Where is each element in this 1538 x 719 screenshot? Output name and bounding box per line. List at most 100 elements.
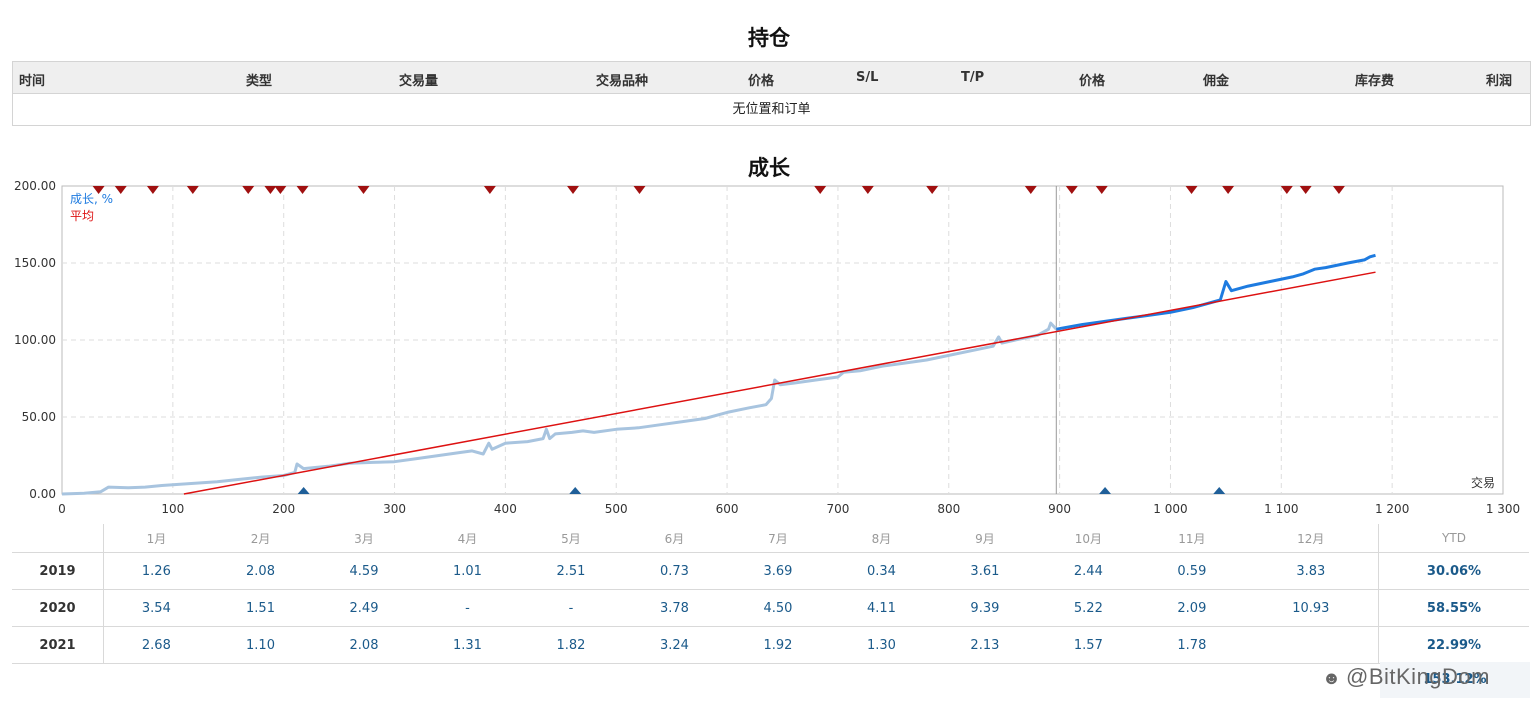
x-tick-label: 1 100 [1264, 502, 1298, 516]
x-tick-label: 400 [494, 502, 517, 516]
col-swap: 库存费 [1355, 74, 1395, 89]
month-value: 0.34 [829, 552, 934, 590]
trade-marker-top [264, 186, 277, 194]
x-tick-label: 100 [161, 502, 184, 516]
y-tick-label: 200.00 [14, 179, 56, 193]
month-value: - [519, 589, 623, 627]
month-value: 10.93 [1243, 589, 1379, 627]
watermark-text: @BitKingDom [1346, 664, 1490, 689]
month-value: 1.31 [415, 626, 520, 664]
positions-title: 持仓 [748, 26, 790, 50]
trade-marker-top [92, 186, 105, 194]
trade-marker-top [926, 186, 939, 194]
month-value: 3.54 [103, 589, 209, 627]
month-header: 3月 [312, 524, 416, 553]
trade-marker-top [1280, 186, 1293, 194]
month-value: 2.09 [1140, 589, 1244, 627]
growth-title: 成长 [748, 156, 790, 180]
growth-history-line [61, 321, 1058, 496]
col-type: 类型 [246, 74, 273, 89]
trade-marker-bottom [1213, 487, 1226, 494]
trade-marker-top [1095, 186, 1108, 194]
average-line [183, 271, 1376, 495]
month-value: 2.08 [208, 552, 313, 590]
trade-marker-top [861, 186, 874, 194]
monthly-returns-table: 1月 2月 3月 4月 5月 6月 7月 8月 9月 10月 11月 12月 Y… [12, 524, 1529, 664]
month-value: 2.68 [103, 626, 209, 664]
year-header-cell [12, 524, 104, 553]
month-header: 2月 [208, 524, 313, 553]
trade-marker-top [633, 186, 646, 194]
month-value: 0.73 [622, 552, 727, 590]
month-value: 1.26 [103, 552, 209, 590]
trade-marker-top [1299, 186, 1312, 194]
month-header: 1月 [103, 524, 209, 553]
y-tick-label: 150.00 [14, 256, 56, 270]
month-header: 9月 [933, 524, 1037, 553]
trade-marker-top [483, 186, 496, 194]
y-tick-label: 50.00 [22, 410, 56, 424]
month-value: 1.92 [726, 626, 830, 664]
x-tick-label: 1 000 [1153, 502, 1187, 516]
trade-marker-top [1065, 186, 1078, 194]
wechat-icon: ☻ [1322, 668, 1342, 688]
col-symbol: 交易品种 [596, 74, 649, 89]
month-header: 12月 [1243, 524, 1379, 553]
x-tick-label: 600 [716, 502, 739, 516]
year-row-2020: 2020 3.54 1.51 2.49 - - 3.78 4.50 4.11 9… [12, 589, 1529, 627]
trade-marker-top [1024, 186, 1037, 194]
trade-marker-top [1222, 186, 1235, 194]
trade-marker-top [114, 186, 127, 194]
month-value: 4.50 [726, 589, 830, 627]
ytd-value: 30.06% [1378, 552, 1529, 590]
month-value: 3.24 [622, 626, 727, 664]
month-value: 9.39 [933, 589, 1037, 627]
month-value: - [415, 589, 520, 627]
x-tick-label: 800 [937, 502, 960, 516]
month-header: 11月 [1140, 524, 1244, 553]
total-return: 153.12% [1380, 662, 1530, 698]
year-label: 2020 [12, 589, 104, 627]
month-value: 1.57 [1036, 626, 1141, 664]
month-value: 4.11 [829, 589, 934, 627]
trade-marker-top [814, 186, 827, 194]
month-value: 2.51 [519, 552, 623, 590]
col-commission: 佣金 [1203, 74, 1230, 89]
col-time: 时间 [19, 74, 46, 89]
ytd-header: YTD [1378, 524, 1529, 553]
year-label: 2019 [12, 552, 104, 590]
y-tick-label: 100.00 [14, 333, 56, 347]
x-tick-label: 200 [272, 502, 295, 516]
month-header: 6月 [622, 524, 727, 553]
month-value: 1.30 [829, 626, 934, 664]
x-tick-label: 300 [383, 502, 406, 516]
trade-marker-bottom [569, 487, 582, 494]
trade-marker-top [146, 186, 159, 194]
month-value: 4.59 [312, 552, 416, 590]
monthly-header-row: 1月 2月 3月 4月 5月 6月 7月 8月 9月 10月 11月 12月 Y… [12, 524, 1529, 553]
month-header: 5月 [519, 524, 623, 553]
year-label: 2021 [12, 626, 104, 664]
month-header: 8月 [829, 524, 934, 553]
month-value: 1.82 [519, 626, 623, 664]
month-header: 4月 [415, 524, 520, 553]
positions-empty-message: 无位置和订单 [732, 102, 811, 117]
col-volume: 交易量 [399, 74, 439, 89]
col-price-2: 价格 [1079, 74, 1106, 89]
month-value: 2.44 [1036, 552, 1141, 590]
month-value [1243, 626, 1379, 664]
month-value: 1.78 [1140, 626, 1244, 664]
legend-growth: 成长, % [70, 192, 113, 206]
positions-header: 时间 类型 交易量 交易品种 价格 S/L T/P 价格 佣金 库存费 利润 [13, 62, 1530, 94]
trade-marker-bottom [297, 487, 310, 494]
month-value: 1.10 [208, 626, 313, 664]
x-axis-label: 交易 [1471, 475, 1495, 490]
x-tick-label: 500 [605, 502, 628, 516]
watermark: ☻ @BitKingDom [1322, 664, 1490, 690]
trade-marker-top [1185, 186, 1198, 194]
trade-marker-top [567, 186, 580, 194]
ytd-value: 58.55% [1378, 589, 1529, 627]
x-tick-label: 900 [1048, 502, 1071, 516]
month-value: 1.01 [415, 552, 520, 590]
month-value: 3.78 [622, 589, 727, 627]
